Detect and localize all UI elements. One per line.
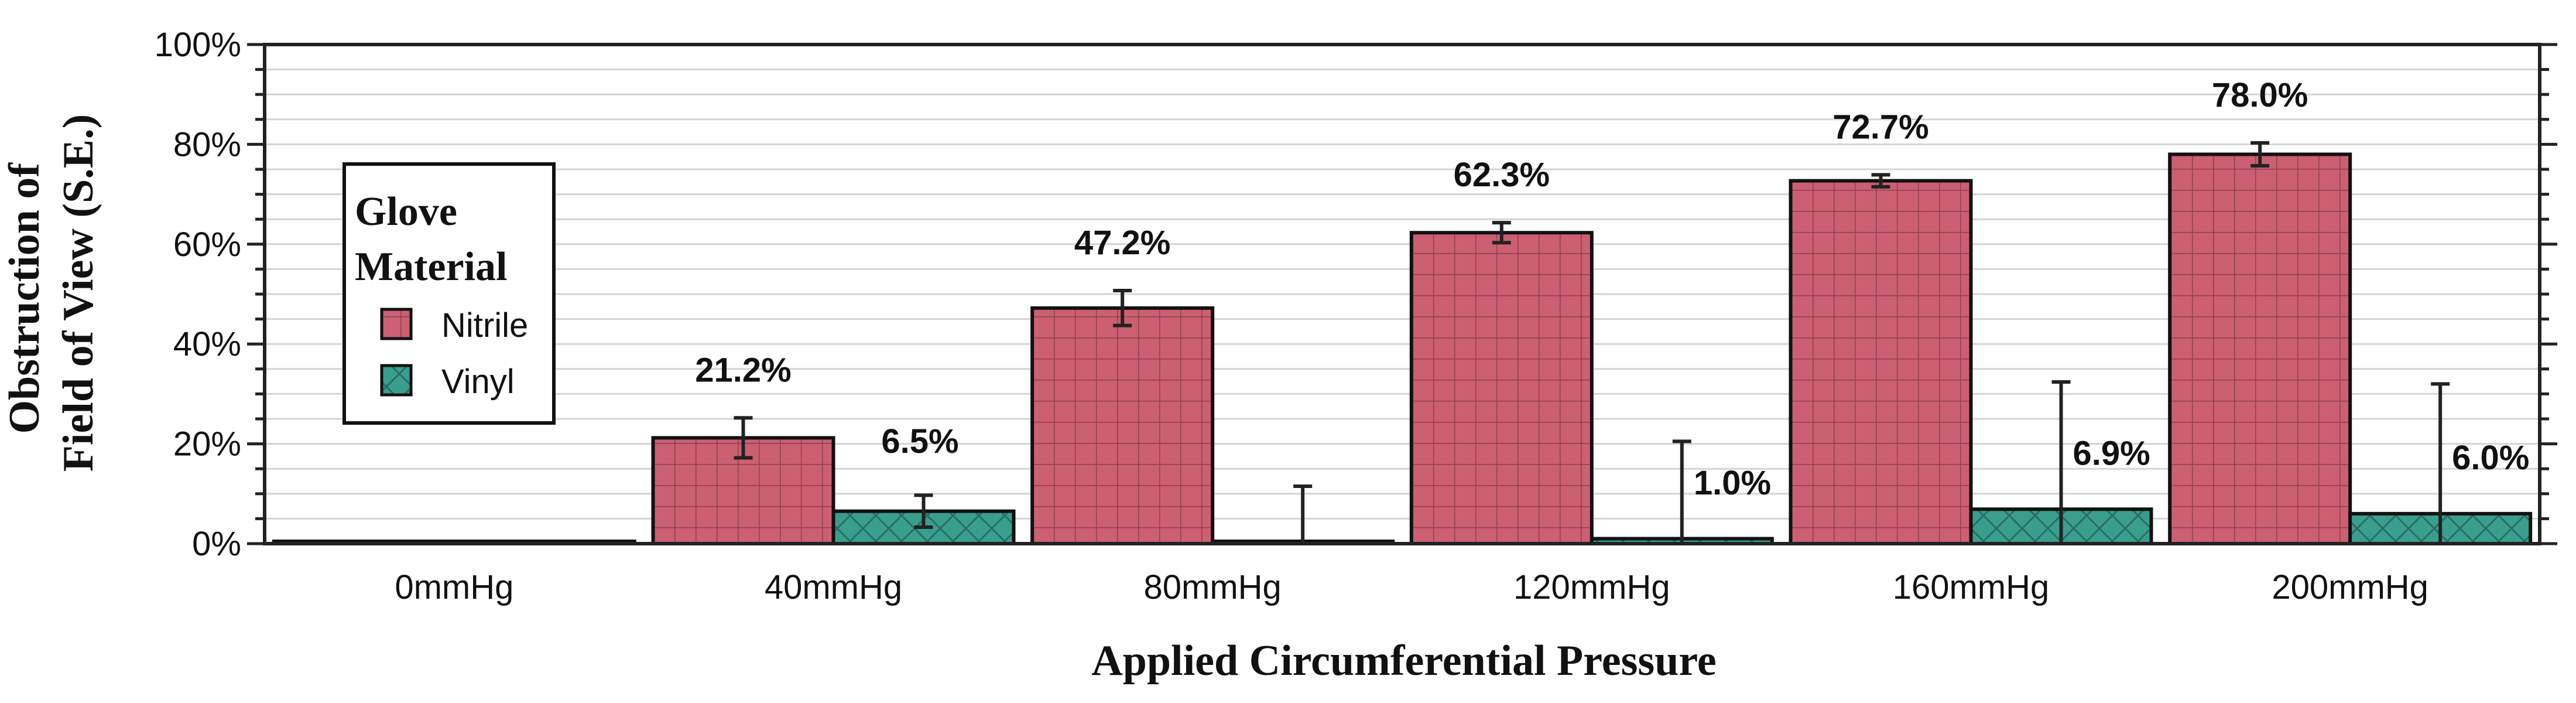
x-tick-label: 200mmHg	[2272, 568, 2428, 606]
legend-title-line-2: Material	[355, 244, 507, 289]
y-axis-title-line-2: Field of View (S.E.)	[54, 114, 102, 472]
data-label-vinyl: 6.9%	[2073, 435, 2150, 473]
x-tick-label: 40mmHg	[765, 568, 902, 606]
x-tick-labels: 0mmHg 40mmHg 80mmHg 120mmHg 160mmHg 200mmHg	[395, 568, 2428, 606]
legend-box	[342, 162, 556, 425]
bar-nitrile	[2168, 152, 2352, 545]
bar-nitrile	[1409, 231, 1594, 546]
x-axis-title: Applied Circumferential Pressure	[1091, 637, 1716, 685]
data-label-nitrile: 78.0%	[2212, 76, 2308, 114]
y-tick-label: 80%	[173, 125, 241, 163]
y-tick-labels: 0% 20% 40% 60% 80% 100%	[155, 26, 241, 563]
legend-label-vinyl: Vinyl	[441, 363, 515, 401]
y-tick-label: 20%	[173, 425, 241, 463]
x-tick-label: 160mmHg	[1893, 568, 2050, 606]
gridlines	[265, 69, 2540, 520]
legend-title-line-1: Glove	[355, 189, 457, 234]
y-tick-label: 40%	[173, 325, 241, 363]
legend-swatch-vinyl	[380, 364, 413, 397]
data-label-nitrile: 47.2%	[1074, 224, 1170, 262]
error-bars	[734, 141, 2450, 544]
x-tick-label: 0mmHg	[395, 568, 513, 606]
bar-nitrile	[1030, 306, 1215, 546]
x-tick-label: 120mmHg	[1513, 568, 1670, 606]
y-tick-label: 100%	[155, 26, 241, 64]
legend: Glove Material Nitrile Vinyl	[342, 162, 556, 425]
data-label-nitrile: 62.3%	[1454, 156, 1550, 194]
legend-label-nitrile: Nitrile	[441, 306, 528, 344]
data-label-vinyl: 6.5%	[881, 422, 958, 460]
data-labels: 21.2% 6.5% 47.2% 62.3% 1.0% 72.7% 6.9% 78.0% 6.0…	[695, 76, 2529, 502]
data-label-vinyl: 1.0%	[1694, 464, 1771, 502]
plot-frame	[247, 43, 2557, 545]
x-tick-label: 80mmHg	[1144, 568, 1282, 606]
legend-swatch-nitrile	[380, 308, 413, 340]
data-label-nitrile: 21.2%	[695, 351, 791, 389]
y-tick-label: 60%	[173, 226, 241, 264]
bar-nitrile	[1789, 179, 1973, 545]
data-label-nitrile: 72.7%	[1832, 108, 1928, 146]
y-tick-label: 0%	[192, 525, 241, 563]
y-axis-title: Obstruction of Field of View (S.E.)	[1, 114, 102, 472]
y-axis-title-line-1: Obstruction of	[1, 162, 49, 434]
bars	[272, 152, 2533, 546]
data-label-vinyl: 6.0%	[2452, 439, 2529, 477]
